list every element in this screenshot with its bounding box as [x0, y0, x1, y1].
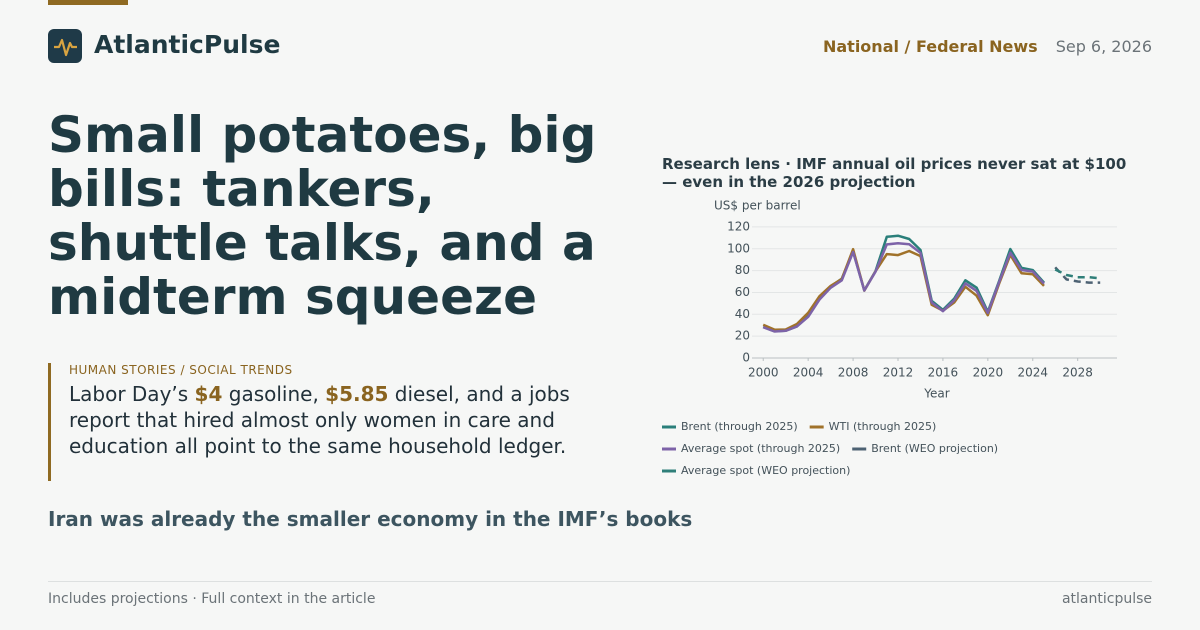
legend-label: Brent (WEO projection) — [871, 442, 998, 455]
section: National / Federal News — [822, 37, 1038, 56]
y-axis-title: US$ per barrel — [714, 199, 801, 213]
logo — [48, 29, 82, 63]
y-tick-label: 60 — [735, 285, 750, 299]
dek-text: diesel, and a jobs report that hired alm… — [69, 382, 570, 458]
dek-highlight: $5.85 — [325, 382, 389, 406]
y-tick-label: 120 — [727, 219, 750, 233]
headline: Small potatoes, big bills: tankers, shut… — [48, 106, 597, 326]
subhead: Iran was already the smaller economy in … — [48, 507, 693, 531]
x-tick-label: 2008 — [838, 366, 869, 380]
x-tick-label: 2020 — [973, 366, 1004, 380]
series-line — [762, 242, 1045, 333]
y-tick-label: 40 — [735, 307, 750, 321]
y-tick-label: 100 — [727, 241, 750, 255]
footer-note: Includes projections · Full context in t… — [48, 591, 376, 607]
meta: National / Federal News Sep 6, 2026 — [823, 37, 1152, 56]
dek-text: Labor Day’s — [69, 382, 195, 406]
series-line — [1054, 268, 1101, 280]
date: Sep 6, 2026 — [1055, 37, 1152, 56]
x-tick-label: 2012 — [883, 366, 914, 380]
legend-label: Average spot (through 2025) — [681, 442, 840, 455]
chart-title: Research lens · IMF annual oil prices ne… — [662, 155, 1127, 191]
dek-text: gasoline, — [222, 382, 326, 406]
series-line — [1054, 266, 1101, 284]
footer-rule — [48, 581, 1152, 582]
legend-label: Brent (through 2025) — [681, 420, 798, 433]
x-tick-label: 2028 — [1062, 366, 1093, 380]
legend-label: WTI (through 2025) — [829, 420, 937, 433]
legend-label: Average spot (WEO projection) — [681, 464, 850, 477]
accent-bar — [48, 0, 128, 5]
kicker: HUMAN STORIES / SOCIAL TRENDS — [69, 363, 293, 377]
y-tick-label: 80 — [735, 263, 750, 277]
y-tick-label: 0 — [742, 351, 750, 365]
dek-block: HUMAN STORIES / SOCIAL TRENDS Labor Day’… — [48, 363, 609, 481]
dek: Labor Day’s $4 gasoline, $5.85 diesel, a… — [69, 381, 609, 459]
brand: AtlanticPulse — [94, 30, 281, 59]
y-tick-label: 20 — [735, 329, 750, 343]
x-tick-label: 2004 — [793, 366, 824, 380]
x-tick-label: 2024 — [1017, 366, 1048, 380]
dek-highlight: $4 — [194, 382, 223, 406]
x-tick-label: 2000 — [748, 366, 779, 380]
footer-handle: atlanticpulse — [1061, 591, 1152, 607]
x-axis-title: Year — [923, 387, 949, 401]
x-tick-label: 2016 — [928, 366, 959, 380]
